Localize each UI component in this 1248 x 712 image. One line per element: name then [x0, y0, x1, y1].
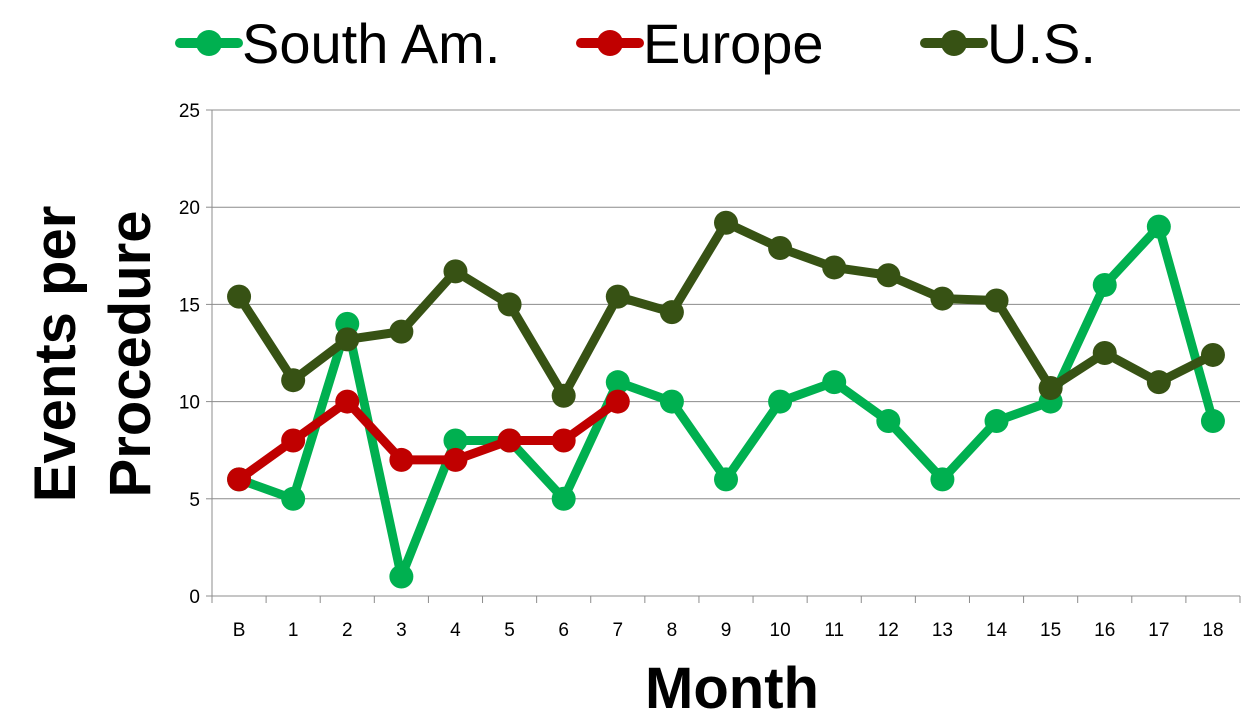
x-tick-label: 15 — [1040, 620, 1061, 641]
data-point — [443, 447, 468, 472]
data-point — [335, 327, 360, 352]
data-point — [281, 428, 306, 453]
x-tick-label: 9 — [721, 620, 732, 641]
data-point — [768, 389, 793, 414]
x-tick-label: 4 — [450, 620, 461, 641]
x-axis-title: Month — [645, 656, 819, 712]
data-point — [714, 210, 738, 235]
data-point — [335, 389, 360, 414]
data-point — [281, 486, 306, 511]
x-tick-label: 17 — [1148, 620, 1169, 641]
axes — [206, 109, 1241, 603]
series-group — [227, 210, 1225, 589]
legend-item: South Am. — [175, 12, 500, 75]
x-tick-label: 2 — [342, 620, 353, 641]
legend-swatch-marker — [597, 30, 623, 56]
data-point — [227, 467, 252, 492]
data-point — [443, 428, 468, 453]
x-tick-label: 18 — [1202, 620, 1223, 641]
legend-item: Europe — [576, 12, 824, 75]
legend-swatch-marker — [941, 30, 967, 56]
x-tick-label: 14 — [986, 620, 1008, 641]
x-tick-label: 7 — [613, 620, 624, 641]
data-point — [714, 467, 738, 492]
y-tick-label: 25 — [179, 101, 200, 122]
data-point — [551, 486, 576, 511]
y-axis-title-line-1: Events per — [23, 206, 88, 503]
x-tick-label: 11 — [824, 620, 844, 641]
x-tick-label: 10 — [770, 620, 791, 641]
y-tick-labels: 0 5 10 15 20 25 — [179, 101, 200, 608]
data-point — [443, 259, 468, 284]
gridlines — [212, 109, 1240, 500]
legend-label: U.S. — [987, 12, 1096, 75]
data-point — [551, 428, 576, 453]
data-point — [227, 284, 252, 309]
series-europe — [227, 389, 630, 492]
data-point — [1092, 272, 1117, 297]
data-point — [497, 428, 522, 453]
data-point — [984, 288, 1009, 313]
x-tick-labels: B 1 2 3 4 5 6 7 8 9 10 11 12 13 14 15 16 17 18 — [233, 620, 1224, 641]
x-tick-label: 12 — [878, 620, 899, 641]
x-tick-label: 6 — [558, 620, 569, 641]
y-tick-label: 0 — [189, 587, 200, 608]
y-tick-label: 10 — [179, 393, 200, 414]
x-tick-label: 8 — [667, 620, 678, 641]
data-point — [1038, 375, 1063, 400]
data-point — [930, 467, 955, 492]
data-point — [822, 370, 847, 395]
series-u-s — [227, 210, 1225, 408]
y-tick-label: 20 — [179, 198, 200, 219]
x-tick-label: B — [233, 620, 246, 641]
data-point — [822, 255, 847, 280]
legend-swatch-marker — [196, 30, 222, 56]
data-point — [1092, 341, 1117, 365]
legend-item: U.S. — [920, 12, 1096, 75]
data-point — [1200, 342, 1225, 367]
legend-label: Europe — [643, 12, 824, 75]
data-point — [876, 263, 901, 288]
data-point — [551, 383, 576, 408]
data-point — [281, 368, 306, 393]
data-point — [389, 447, 414, 472]
data-point — [389, 319, 414, 344]
legend: South Am. Europe U.S. — [175, 12, 1096, 75]
data-point — [1200, 409, 1225, 434]
x-tick-label: 1 — [288, 620, 299, 641]
data-point — [876, 409, 901, 434]
x-tick-label: 3 — [396, 620, 407, 641]
y-tick-label: 5 — [189, 490, 200, 511]
data-point — [768, 236, 793, 261]
data-point — [984, 409, 1009, 434]
y-axis-title-line-2: Procedure — [98, 211, 163, 498]
data-point — [605, 284, 630, 309]
legend-label: South Am. — [242, 12, 500, 75]
data-point — [930, 286, 955, 311]
data-point — [497, 292, 522, 317]
data-point — [1146, 214, 1171, 239]
data-point — [389, 564, 414, 589]
x-tick-label: 13 — [932, 620, 953, 641]
data-point — [605, 370, 630, 395]
y-tick-label: 15 — [179, 295, 200, 316]
data-point — [659, 300, 684, 325]
data-point — [605, 389, 630, 414]
x-tick-label: 5 — [504, 620, 515, 641]
data-point — [1146, 370, 1171, 395]
x-tick-label: 16 — [1094, 620, 1115, 641]
data-point — [659, 389, 684, 414]
